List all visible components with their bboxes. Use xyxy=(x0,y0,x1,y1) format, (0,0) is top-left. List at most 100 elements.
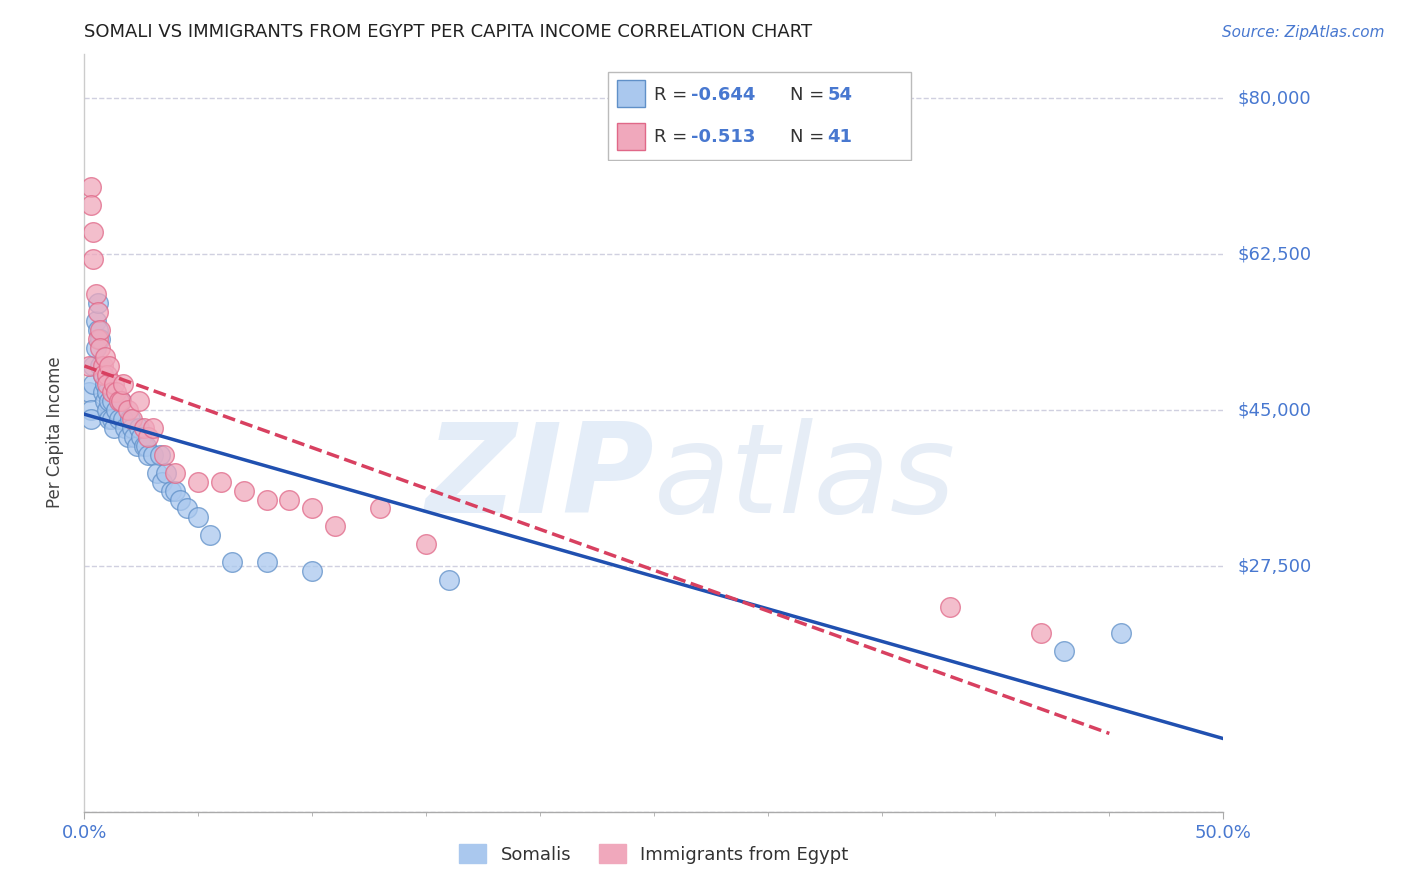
Point xyxy=(131,430,153,444)
Point xyxy=(82,225,104,239)
Point xyxy=(91,368,114,382)
Point xyxy=(96,368,118,382)
Point xyxy=(91,368,114,382)
Point xyxy=(132,421,155,435)
Point xyxy=(117,430,139,444)
Text: $80,000: $80,000 xyxy=(1237,89,1310,107)
Point xyxy=(80,403,103,417)
Point xyxy=(232,483,254,498)
FancyBboxPatch shape xyxy=(617,80,645,107)
Point xyxy=(96,385,118,400)
Point xyxy=(84,314,107,328)
Point xyxy=(148,448,170,462)
Point xyxy=(939,599,962,614)
Point xyxy=(135,439,157,453)
Point xyxy=(84,287,107,301)
Point xyxy=(169,492,191,507)
Point xyxy=(150,475,173,489)
Point xyxy=(176,501,198,516)
Point xyxy=(89,323,111,337)
Point xyxy=(437,573,460,587)
Point xyxy=(100,385,122,400)
Point xyxy=(82,376,104,391)
Point xyxy=(91,385,114,400)
Legend: Somalis, Immigrants from Egypt: Somalis, Immigrants from Egypt xyxy=(453,837,855,871)
Text: SOMALI VS IMMIGRANTS FROM EGYPT PER CAPITA INCOME CORRELATION CHART: SOMALI VS IMMIGRANTS FROM EGYPT PER CAPI… xyxy=(84,23,813,41)
Point xyxy=(100,394,122,409)
Point xyxy=(87,296,110,310)
Text: R =: R = xyxy=(654,86,693,103)
Point xyxy=(132,439,155,453)
Point xyxy=(80,198,103,212)
Point xyxy=(105,403,128,417)
Point xyxy=(100,412,122,426)
Text: N =: N = xyxy=(790,128,830,146)
Point xyxy=(89,341,111,355)
Point xyxy=(187,510,209,524)
Text: $45,000: $45,000 xyxy=(1237,401,1312,419)
FancyBboxPatch shape xyxy=(617,123,645,150)
Point xyxy=(221,555,243,569)
Point xyxy=(415,537,437,551)
Point xyxy=(146,466,169,480)
Point xyxy=(98,394,121,409)
Point xyxy=(187,475,209,489)
Point xyxy=(87,323,110,337)
Point xyxy=(301,564,323,578)
Point xyxy=(94,350,117,364)
Point xyxy=(165,483,187,498)
Point xyxy=(77,359,100,373)
Point xyxy=(165,466,187,480)
Point xyxy=(112,376,135,391)
Point xyxy=(80,180,103,194)
Point xyxy=(1053,644,1076,658)
Text: ZIP: ZIP xyxy=(425,417,654,539)
Point xyxy=(82,252,104,266)
Text: atlas: atlas xyxy=(654,417,956,539)
Point xyxy=(87,305,110,319)
Point xyxy=(96,376,118,391)
Point xyxy=(82,359,104,373)
Point xyxy=(125,439,148,453)
Point xyxy=(124,430,146,444)
Point xyxy=(142,421,165,435)
Point xyxy=(77,385,100,400)
Point xyxy=(94,376,117,391)
Point xyxy=(87,332,110,346)
Text: N =: N = xyxy=(790,86,830,103)
Text: -0.513: -0.513 xyxy=(692,128,755,146)
Point xyxy=(98,359,121,373)
Point xyxy=(136,448,159,462)
Text: $62,500: $62,500 xyxy=(1237,245,1312,263)
FancyBboxPatch shape xyxy=(607,72,911,160)
Point xyxy=(110,394,132,409)
Point xyxy=(107,412,129,426)
Point xyxy=(105,385,128,400)
Point xyxy=(198,528,221,542)
Point xyxy=(136,430,159,444)
Point xyxy=(278,492,301,507)
Point xyxy=(128,394,150,409)
Point xyxy=(107,394,129,409)
Point xyxy=(112,412,135,426)
Point xyxy=(114,421,136,435)
Point xyxy=(96,403,118,417)
Point xyxy=(128,421,150,435)
Point xyxy=(89,332,111,346)
Point xyxy=(80,412,103,426)
Point xyxy=(121,421,143,435)
Point xyxy=(160,483,183,498)
Point xyxy=(117,403,139,417)
Point xyxy=(301,501,323,516)
Y-axis label: Per Capita Income: Per Capita Income xyxy=(45,357,63,508)
Point xyxy=(89,359,111,373)
Point xyxy=(1029,626,1052,640)
Point xyxy=(256,555,278,569)
Text: 41: 41 xyxy=(827,128,852,146)
Text: R =: R = xyxy=(654,128,693,146)
Point xyxy=(118,412,141,426)
Point xyxy=(209,475,232,489)
Point xyxy=(1109,626,1132,640)
Point xyxy=(103,421,125,435)
Point xyxy=(103,376,125,391)
